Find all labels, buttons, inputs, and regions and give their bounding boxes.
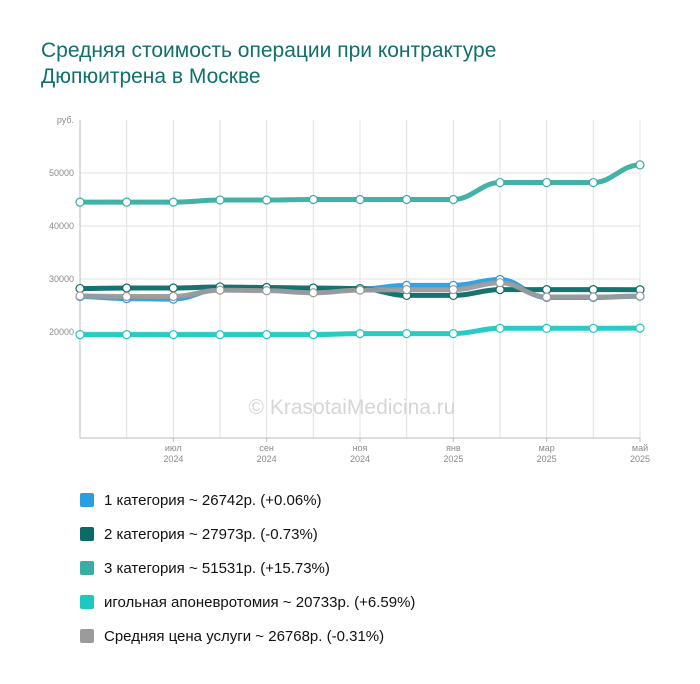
data-point — [75, 291, 85, 301]
x-tick-label-month: июл — [165, 443, 182, 453]
legend-label: 1 категория ~ 26742р. (+0.06%) — [104, 491, 322, 509]
data-point — [215, 195, 225, 205]
data-point — [308, 194, 318, 205]
data-point — [122, 291, 132, 302]
y-tick-label: 40000 — [49, 221, 74, 231]
data-point — [448, 285, 458, 295]
legend-swatch — [80, 629, 94, 643]
legend-item[interactable]: 2 категория ~ 27973р. (-0.73%) — [80, 522, 318, 546]
x-tick-label-year: 2024 — [257, 454, 277, 464]
legend-swatch — [80, 561, 94, 575]
legend-label: Средняя цена услуги ~ 26768р. (-0.31%) — [104, 627, 385, 645]
legend-item[interactable]: Средняя цена услуги ~ 26768р. (-0.31%) — [80, 624, 384, 648]
data-point — [75, 197, 85, 207]
chart-title: Средняя стоимость операции при контракту… — [41, 38, 661, 90]
data-point — [75, 283, 85, 294]
data-point — [168, 283, 178, 293]
legend-label: 3 категория ~ 51531р. (+15.73%) — [104, 559, 330, 577]
x-tick-label-year: 2025 — [537, 454, 557, 464]
y-tick-label: 20000 — [49, 327, 74, 337]
data-point — [308, 288, 318, 298]
x-tick-label-month: май — [632, 443, 648, 453]
y-axis-label: руб. — [57, 115, 74, 125]
data-point — [168, 330, 178, 340]
chart-axes: 20000300004000050000руб.июл2024сен2024но… — [49, 115, 650, 464]
x-tick-label-month: ноя — [353, 443, 368, 453]
data-point — [308, 330, 318, 340]
data-point — [122, 330, 132, 340]
data-point — [122, 283, 132, 293]
data-point — [262, 330, 272, 340]
data-point — [635, 323, 645, 333]
legend-item[interactable]: игольная апоневротомия ~ 20733р. (+6.59%… — [80, 590, 415, 614]
data-point — [355, 328, 365, 339]
data-point — [262, 286, 272, 296]
chart-title-line-1: Средняя стоимость операции при контракту… — [41, 39, 497, 62]
legend-label: игольная апоневротомия ~ 20733р. (+6.59%… — [104, 593, 416, 611]
data-point — [215, 285, 225, 295]
data-point — [635, 160, 645, 170]
legend-swatch — [80, 595, 94, 609]
data-point — [542, 292, 552, 302]
y-tick-label: 30000 — [49, 274, 74, 284]
data-point — [495, 323, 505, 333]
x-tick-label-year: 2025 — [443, 454, 463, 464]
x-tick-label-year: 2025 — [630, 454, 650, 464]
legend-swatch — [80, 493, 94, 507]
watermark-text: © KrasotaiMedicina.ru — [249, 396, 456, 419]
x-tick-label-month: сен — [259, 443, 274, 453]
chart-title-line-2: Дюпюитрена в Москве — [41, 65, 261, 88]
data-point — [542, 177, 552, 188]
price-line-chart: © KrasotaiMedicina.ru 20000 30000 40000 500… — [49, 115, 650, 464]
data-point — [355, 285, 365, 295]
data-point — [448, 328, 458, 339]
legend-item[interactable]: 3 категория ~ 51531р. (+15.73%) — [80, 556, 330, 580]
data-point — [542, 285, 552, 295]
series-points — [75, 160, 645, 340]
data-point — [262, 195, 272, 205]
data-point — [542, 323, 552, 333]
legend-item[interactable]: 1 категория ~ 26742р. (+0.06%) — [80, 488, 322, 512]
data-point — [495, 278, 505, 288]
legend-swatch — [80, 527, 94, 541]
data-point — [635, 291, 645, 301]
data-point — [75, 330, 85, 340]
data-point — [402, 285, 412, 295]
y-tick-label: 50000 — [49, 168, 74, 178]
data-point — [588, 177, 598, 188]
data-point — [448, 194, 458, 205]
x-tick-label-year: 2024 — [350, 454, 370, 464]
legend-label: 2 категория ~ 27973р. (-0.73%) — [104, 525, 318, 543]
data-point — [588, 292, 598, 302]
data-point — [122, 197, 132, 207]
data-point — [168, 291, 178, 302]
data-point — [215, 330, 225, 340]
data-point — [495, 177, 505, 188]
data-point — [168, 197, 178, 207]
data-point — [588, 323, 598, 333]
x-tick-label-month: янв — [446, 443, 461, 453]
data-point — [402, 194, 412, 205]
data-point — [355, 194, 365, 205]
x-tick-label-year: 2024 — [163, 454, 183, 464]
data-point — [402, 328, 412, 339]
data-point — [588, 285, 598, 295]
chart-grid — [79, 120, 641, 438]
x-tick-label-month: мар — [539, 443, 555, 453]
